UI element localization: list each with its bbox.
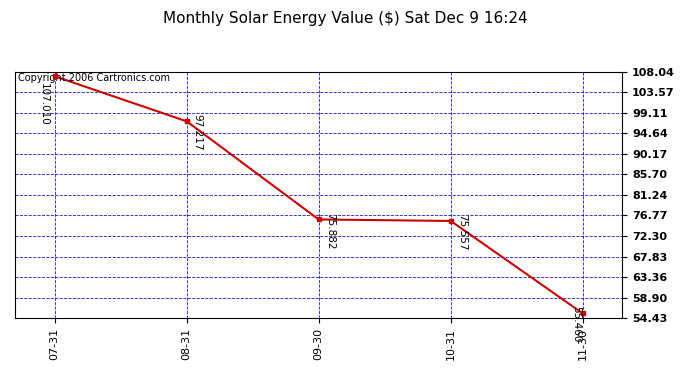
Text: Copyright 2006 Cartronics.com: Copyright 2006 Cartronics.com: [18, 73, 170, 83]
Text: Monthly Solar Energy Value ($) Sat Dec 9 16:24: Monthly Solar Energy Value ($) Sat Dec 9…: [163, 11, 527, 26]
Text: 75.557: 75.557: [457, 214, 467, 250]
Text: 107.010: 107.010: [39, 83, 48, 126]
Text: 55.460: 55.460: [571, 306, 581, 343]
Text: 97.217: 97.217: [193, 114, 203, 151]
Text: 75.882: 75.882: [325, 213, 335, 249]
